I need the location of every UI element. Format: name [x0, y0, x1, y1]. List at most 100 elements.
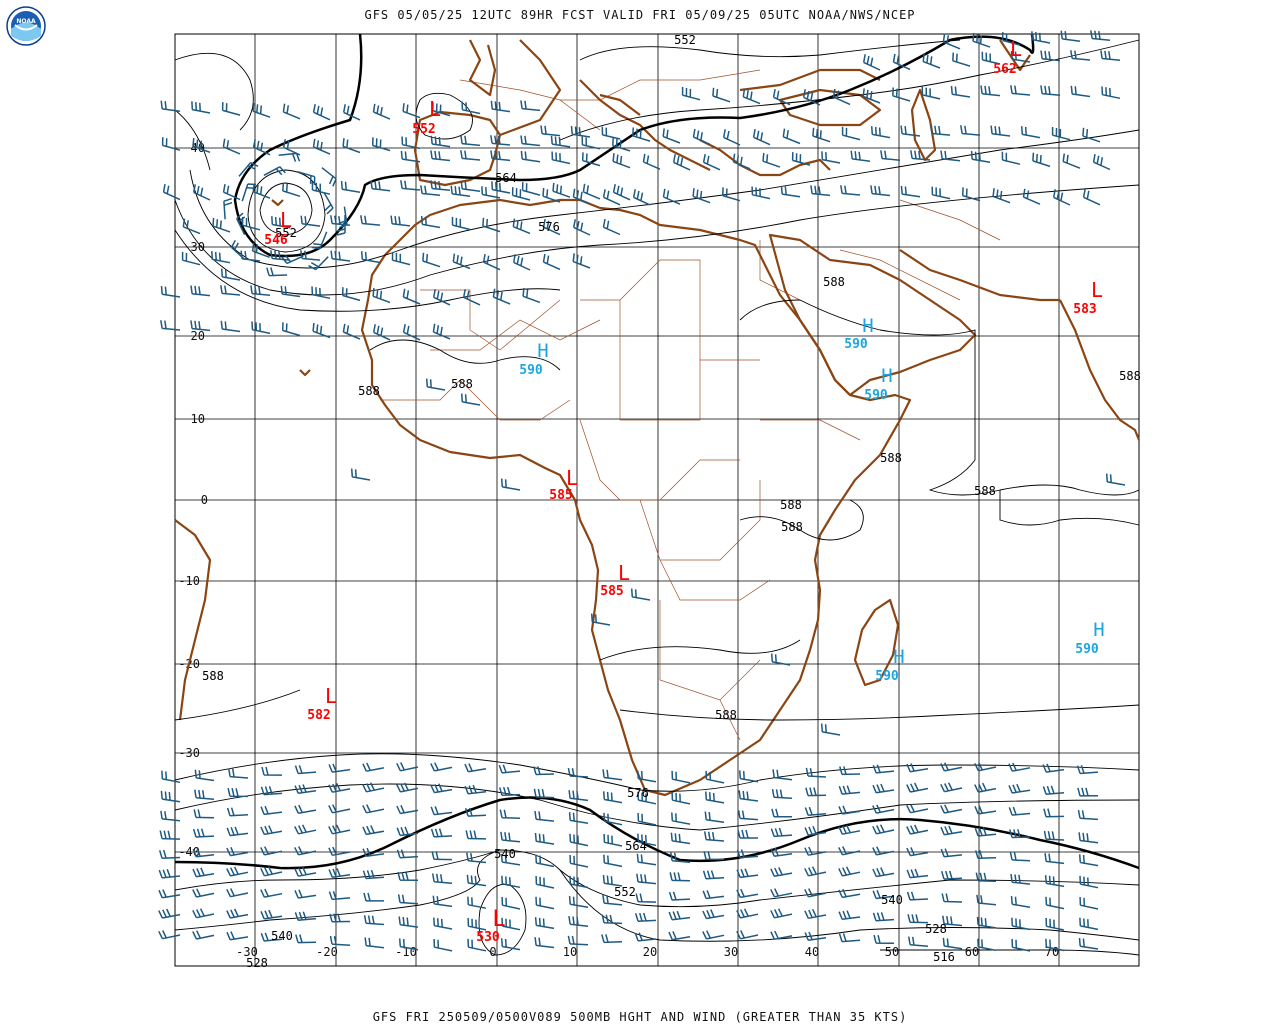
wind-barb: [567, 767, 589, 778]
wind-barb: [226, 847, 249, 857]
lon-label: 30: [724, 945, 738, 959]
wind-barb: [430, 828, 453, 838]
wind-barb: [370, 180, 391, 192]
wind-barb: [342, 104, 361, 121]
wind-barb: [906, 804, 929, 814]
wind-barb: [363, 892, 384, 902]
wind-barb: [251, 321, 271, 335]
wind-barb: [160, 790, 181, 803]
wind-barb: [542, 187, 561, 203]
wind-barb: [1001, 32, 1021, 46]
wind-barb: [241, 183, 257, 202]
wind-barb: [270, 250, 291, 261]
high-center-value: 590: [875, 669, 899, 684]
wind-barb: [328, 890, 351, 901]
wind-barb: [637, 791, 657, 805]
wind-barb: [870, 126, 891, 139]
wind-barb: [328, 782, 351, 793]
wind-barb: [402, 324, 421, 341]
wind-barb: [397, 871, 419, 881]
wind-barb: [161, 137, 181, 151]
wind-barb: [940, 804, 963, 814]
wind-barb: [1009, 851, 1031, 862]
wind-barb: [838, 866, 861, 877]
wind-barb: [371, 137, 391, 152]
wind-barb: [872, 824, 895, 835]
wind-barb: [226, 826, 249, 837]
wind-barb: [1078, 832, 1099, 844]
wind-barb: [500, 853, 521, 866]
wind-barb: [252, 139, 271, 156]
contour-label: 576: [627, 786, 649, 800]
wind-barb: [430, 180, 451, 191]
wind-barb: [1044, 853, 1065, 865]
wind-barb: [736, 868, 759, 879]
wind-barb: [632, 127, 651, 142]
low-center-marker: L: [492, 907, 505, 932]
wind-barb: [840, 185, 861, 196]
low-center-value: 585: [549, 488, 572, 503]
wind-barb: [542, 218, 561, 236]
wind-barb: [602, 218, 621, 236]
high-center-value: 590: [844, 337, 868, 352]
wind-barb: [602, 894, 623, 906]
wind-barb: [282, 103, 301, 120]
wind-barb: [637, 833, 657, 847]
wind-barb: [692, 128, 711, 146]
wind-barb: [612, 153, 631, 169]
wind-barb: [211, 251, 231, 264]
wind-barb: [220, 320, 241, 333]
wind-barb: [433, 917, 453, 930]
wind-barb: [194, 789, 215, 801]
lat-label: -10: [178, 574, 200, 588]
wind-barb: [581, 136, 601, 150]
wind-barb: [634, 912, 657, 922]
wind-barb: [227, 788, 249, 798]
low-center-value: 583: [1073, 302, 1096, 317]
wind-barb: [770, 930, 793, 940]
wind-barb: [261, 766, 283, 776]
wind-barb: [238, 161, 259, 177]
wind-barb: [921, 86, 941, 100]
wind-barb: [762, 152, 781, 168]
wind-barb: [1045, 938, 1065, 952]
wind-barb: [703, 851, 725, 861]
wind-barb: [363, 915, 385, 926]
wind-barb: [490, 100, 511, 113]
wind-barb: [642, 153, 661, 170]
wind-barb: [542, 253, 561, 271]
wind-barb: [804, 866, 827, 877]
wind-barb: [491, 181, 511, 194]
wind-barb: [192, 848, 215, 858]
contour-label: 540: [881, 893, 903, 907]
low-center-value: 562: [993, 62, 1016, 77]
wind-barb: [802, 89, 821, 106]
wind-barb: [751, 186, 771, 200]
wind-barb: [158, 930, 181, 940]
wind-barb: [907, 914, 929, 924]
pressure-centers: L 546 L 552 L 562 L 583 L 585 L 585 L 58…: [264, 37, 1104, 945]
wind-barb: [770, 908, 793, 919]
wind-barb: [460, 180, 481, 193]
wind-barb: [534, 937, 555, 949]
contour-label: 528: [925, 922, 947, 936]
wind-barb: [705, 791, 725, 804]
wind-barb: [1001, 151, 1021, 165]
low-center-marker: L: [1010, 37, 1022, 61]
wind-barb: [671, 812, 691, 825]
wind-barb: [482, 253, 501, 271]
wind-barb: [1045, 896, 1065, 910]
wind-barb: [466, 874, 487, 887]
wind-barb: [226, 807, 249, 817]
wind-barb: [630, 588, 651, 601]
wind-barb: [297, 170, 316, 185]
wind-barb: [402, 288, 421, 305]
lat-label: -40: [178, 845, 200, 859]
wind-barb: [1009, 829, 1031, 839]
lon-label: 10: [563, 945, 577, 959]
wind-barb: [1090, 30, 1111, 41]
wind-barb: [300, 215, 321, 227]
wind-barb: [282, 182, 301, 198]
wind-barb: [221, 102, 241, 116]
